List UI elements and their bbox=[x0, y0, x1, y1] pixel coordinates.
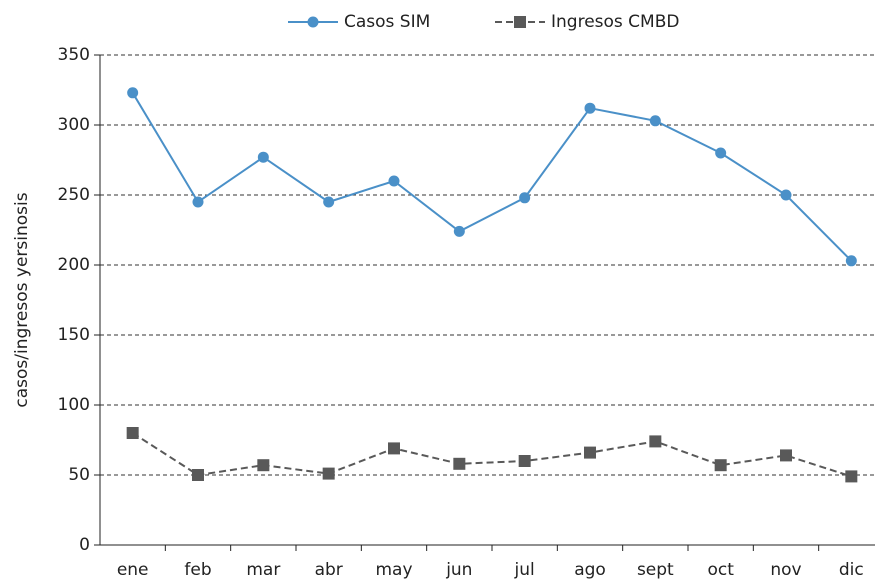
point bbox=[519, 192, 531, 204]
point bbox=[192, 196, 204, 208]
point bbox=[584, 446, 596, 459]
x-tick-label: abr bbox=[315, 560, 343, 579]
legend-label: Ingresos CMBD bbox=[551, 12, 679, 32]
point bbox=[388, 175, 400, 187]
point bbox=[323, 196, 335, 208]
point bbox=[388, 442, 400, 455]
x-tick-label: ene bbox=[117, 560, 149, 579]
point bbox=[714, 459, 727, 472]
y-tick-label: 0 bbox=[79, 535, 90, 555]
point bbox=[192, 469, 204, 481]
y-tick-label: 50 bbox=[68, 465, 90, 485]
legend-marker bbox=[307, 16, 319, 28]
legend-label: Casos SIM bbox=[344, 12, 430, 32]
y-axis-label: casos/ingresos yersinosis bbox=[12, 192, 32, 407]
x-tick-label: oct bbox=[707, 560, 734, 579]
x-tick-label: dic bbox=[839, 560, 864, 579]
y-tick-label: 150 bbox=[58, 325, 90, 345]
x-tick-label: nov bbox=[770, 560, 801, 579]
point bbox=[715, 147, 727, 159]
point bbox=[127, 87, 139, 99]
x-tick-label: feb bbox=[184, 560, 211, 579]
x-tick-label: may bbox=[375, 560, 412, 579]
x-tick-label: mar bbox=[246, 560, 280, 579]
point bbox=[322, 467, 335, 480]
y-tick-label: 250 bbox=[58, 185, 90, 205]
x-tick-label: ago bbox=[574, 560, 606, 579]
series-line bbox=[131, 92, 853, 262]
point bbox=[649, 435, 662, 448]
y-tick-label: 200 bbox=[58, 255, 90, 275]
x-tick-label: sept bbox=[637, 560, 674, 579]
point bbox=[845, 470, 858, 483]
point bbox=[453, 457, 466, 470]
y-tick-label: 300 bbox=[58, 115, 90, 135]
x-tick-label: jul bbox=[514, 560, 535, 579]
point bbox=[780, 189, 792, 201]
x-tick-label: jun bbox=[445, 560, 472, 579]
point bbox=[126, 427, 139, 439]
point bbox=[584, 102, 596, 114]
y-tick-label: 100 bbox=[58, 395, 90, 415]
point bbox=[257, 151, 269, 163]
point bbox=[518, 455, 531, 467]
point bbox=[453, 225, 465, 237]
point bbox=[257, 459, 270, 472]
point bbox=[649, 115, 661, 127]
legend-marker bbox=[514, 16, 526, 28]
point bbox=[780, 449, 792, 462]
series-line bbox=[132, 432, 852, 478]
point bbox=[845, 255, 857, 267]
y-tick-label: 350 bbox=[58, 45, 90, 65]
